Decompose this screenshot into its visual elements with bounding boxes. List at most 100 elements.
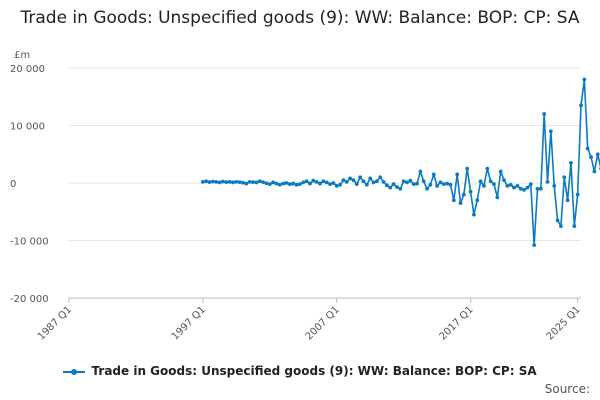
data-point (277, 182, 282, 187)
data-point (441, 182, 446, 187)
data-point (502, 178, 506, 183)
data-point (304, 179, 309, 184)
data-point (535, 186, 540, 191)
data-point (572, 224, 577, 229)
x-tick-label: 2017 Q1 (438, 304, 476, 342)
data-point (257, 179, 262, 184)
data-point (492, 182, 496, 187)
data-point (294, 182, 299, 187)
data-point (445, 181, 450, 186)
data-point (298, 182, 302, 187)
data-point (261, 180, 265, 185)
data-point (431, 172, 436, 177)
data-point (415, 181, 419, 186)
y-axis-label: £m (14, 50, 30, 61)
data-point (411, 182, 416, 187)
data-point (528, 182, 533, 187)
data-point (559, 224, 563, 229)
source-label: Source: (544, 382, 590, 396)
data-point (338, 182, 342, 187)
data-point (395, 185, 399, 189)
data-point (582, 77, 587, 82)
data-point (308, 181, 312, 186)
y-tick-label: -20 000 (10, 294, 49, 305)
data-point (224, 180, 229, 185)
data-point (231, 180, 235, 185)
data-point (485, 166, 490, 171)
data-point (398, 186, 403, 191)
data-point (595, 152, 600, 157)
y-tick-label: 20 000 (10, 64, 45, 75)
data-point (542, 112, 547, 116)
series-layer (200, 77, 600, 248)
data-point (318, 181, 322, 186)
data-point (585, 146, 590, 151)
data-point (364, 182, 369, 187)
x-tick-label: 1997 Q1 (170, 304, 208, 342)
data-point (518, 186, 523, 191)
data-point (508, 182, 513, 187)
data-point (358, 175, 363, 180)
data-point (251, 180, 255, 185)
data-point (324, 180, 329, 185)
data-point (545, 179, 550, 184)
data-point (438, 180, 443, 185)
y-tick-label: -10 000 (10, 237, 49, 248)
data-point (227, 179, 232, 184)
data-point (562, 175, 567, 180)
data-point (405, 180, 409, 185)
data-point (532, 243, 537, 248)
data-point (241, 180, 245, 185)
data-point (301, 180, 306, 185)
data-point (378, 175, 383, 180)
data-point (361, 179, 366, 184)
series-line (202, 78, 600, 246)
x-axis-ticks: 1987 Q1 1997 Q1 2007 Q1 2017 Q1 2025 Q1 (36, 298, 583, 342)
legend-line-marker-icon (63, 367, 86, 377)
data-point (374, 179, 379, 184)
data-point (575, 192, 580, 197)
data-point (569, 160, 573, 165)
data-point (388, 185, 393, 190)
data-point (344, 179, 349, 184)
data-point (314, 179, 319, 184)
x-tick-label: 2025 Q1 (545, 304, 583, 342)
data-point (421, 179, 426, 184)
data-point (204, 179, 209, 184)
data-point (448, 182, 453, 187)
data-point (435, 183, 439, 188)
data-point (211, 179, 215, 184)
data-point (311, 178, 316, 183)
data-point (271, 180, 276, 185)
data-point (555, 218, 560, 223)
data-point (425, 186, 429, 191)
data-point (522, 188, 527, 192)
x-tick-label: 1987 Q1 (36, 304, 74, 342)
data-point (461, 192, 466, 197)
data-point (451, 198, 456, 203)
data-point (475, 198, 480, 203)
data-point (254, 180, 259, 185)
data-point (498, 169, 503, 174)
data-point (548, 129, 553, 134)
x-tick-label: 2007 Q1 (304, 304, 342, 342)
chart-title: Trade in Goods: Unspecified goods (9): W… (20, 8, 580, 28)
y-tick-label: 10 000 (10, 122, 45, 133)
data-point (472, 212, 476, 217)
data-point (207, 180, 212, 185)
data-point (495, 195, 500, 200)
data-point (234, 179, 239, 184)
y-tick-label: 0 (10, 179, 16, 190)
data-point (418, 169, 423, 174)
data-point (264, 181, 269, 186)
data-point (328, 182, 332, 187)
data-point (465, 166, 470, 171)
data-point (468, 189, 473, 194)
data-point (341, 178, 346, 183)
data-point (482, 183, 486, 188)
data-point (247, 179, 252, 184)
y-axis-ticks: 20 000 10 000 0 -10 000 -20 000 (10, 64, 49, 305)
data-point (200, 179, 205, 184)
data-point (428, 182, 433, 187)
